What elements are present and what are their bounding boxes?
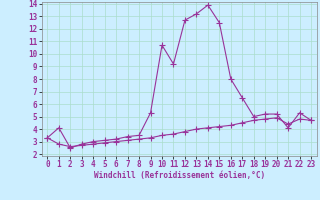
X-axis label: Windchill (Refroidissement éolien,°C): Windchill (Refroidissement éolien,°C) xyxy=(94,171,265,180)
